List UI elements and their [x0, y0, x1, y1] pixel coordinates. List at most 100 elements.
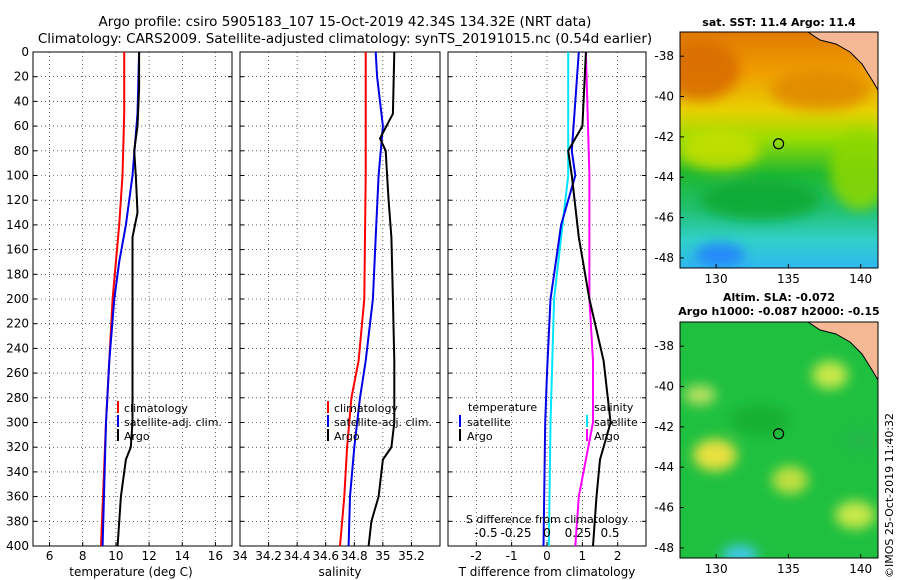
- s-tick-label: -0.5: [474, 526, 497, 540]
- x-tick-label: 0: [543, 549, 551, 563]
- x-tick-label: 1: [579, 549, 587, 563]
- s-tick-label: 0.5: [600, 526, 619, 540]
- y-tick-label: 260: [6, 366, 29, 380]
- y-tick-label: -48: [654, 541, 674, 555]
- legend-label-t-satellite: satellite: [467, 416, 511, 429]
- x-tick-label: 2: [614, 549, 622, 563]
- y-tick-label: -46: [654, 211, 674, 225]
- y-tick-label: 280: [6, 391, 29, 405]
- x-tick-label: 34: [232, 549, 247, 563]
- y-tick-label: -44: [654, 460, 674, 474]
- x-tick-label: 140: [849, 272, 872, 286]
- x-tick-label: 8: [79, 549, 87, 563]
- y-tick-label: 300: [6, 416, 29, 430]
- s-difference-ticks: -0.5 -0.25 0 0.25 0.5: [474, 526, 619, 540]
- legend-label-s-argo: Argo: [594, 430, 620, 443]
- y-tick-label: -42: [654, 420, 674, 434]
- difference-xlabel-top: S difference from climatology: [466, 513, 629, 526]
- x-tick-label: 34.8: [341, 549, 368, 563]
- salinity-legend: climatology satellite-adj. clim. Argo: [327, 401, 432, 443]
- legend-label-argo: Argo: [124, 430, 150, 443]
- y-tick-label: 360: [6, 490, 29, 504]
- s-tick-label: 0.25: [565, 526, 592, 540]
- series-satellite-adj-clim-: [347, 51, 384, 547]
- series-argo: [367, 51, 396, 547]
- y-tick-label: -40: [654, 90, 674, 104]
- sla-map-title: Altim. SLA: -0.072: [723, 291, 835, 304]
- x-tick-label: -1: [506, 549, 518, 563]
- argo-location-marker: [772, 138, 785, 150]
- x-tick-label: 135: [777, 562, 800, 576]
- x-tick-label: 10: [108, 549, 123, 563]
- x-tick-label: 135: [777, 272, 800, 286]
- y-tick-label: 400: [6, 539, 29, 553]
- y-tick-label: 80: [14, 144, 29, 158]
- legend-label-t-argo: Argo: [467, 430, 493, 443]
- y-tick-label: -42: [654, 130, 674, 144]
- y-tick-label: 340: [6, 465, 29, 479]
- temperature-legend: climatology satellite-adj. clim. Argo: [117, 401, 222, 443]
- series-s-satellite: [574, 51, 594, 547]
- y-tick-label: 320: [6, 440, 29, 454]
- x-tick-label: 14: [175, 549, 190, 563]
- salinity-xlabel: salinity: [318, 565, 361, 579]
- y-tick-label: 180: [6, 267, 29, 281]
- y-tick-label: 20: [14, 70, 29, 84]
- series-s-argo: [567, 51, 612, 547]
- sst-map-frame: [679, 31, 879, 269]
- title-line-1: Argo profile: csiro 5905183_107 15-Oct-2…: [99, 14, 592, 30]
- sla-map-frame: [679, 321, 879, 559]
- y-tick-label: 120: [6, 193, 29, 207]
- legend-label-climatology: climatology: [124, 402, 188, 415]
- temperature-xlabel: temperature (deg C): [69, 565, 192, 579]
- temperature-panel: 0 20 40 60 80 100 120 140 160 180 200 220 240 260 280 3…: [6, 45, 233, 563]
- series-climatology: [339, 52, 367, 547]
- sla-map-subtitle: Argo h1000: -0.087 h2000: -0.15: [678, 305, 879, 318]
- y-tick-label: 40: [14, 94, 29, 108]
- difference-panel: -2 -1 0 1 2: [447, 51, 647, 563]
- y-tick-label: -46: [654, 501, 674, 515]
- x-tick-label: 140: [849, 562, 872, 576]
- x-tick-label: 34.2: [255, 549, 282, 563]
- y-tick-label: 240: [6, 341, 29, 355]
- x-tick-label: 16: [208, 549, 223, 563]
- s-tick-label: -0.25: [500, 526, 531, 540]
- x-tick-label: 6: [46, 549, 54, 563]
- y-tick-label: 200: [6, 292, 29, 306]
- x-tick-label: 35: [375, 549, 390, 563]
- y-tick-label: 0: [21, 45, 29, 59]
- x-tick-label: 130: [705, 562, 728, 576]
- y-tick-label: -40: [654, 380, 674, 394]
- y-tick-label: -44: [654, 170, 674, 184]
- x-tick-label: 34.4: [284, 549, 311, 563]
- legend-label-climatology: climatology: [334, 402, 398, 415]
- legend-header-salinity: salinity: [594, 401, 634, 414]
- sst-map-title: sat. SST: 11.4 Argo: 11.4: [702, 16, 856, 29]
- difference-xlabel: T difference from climatology: [458, 565, 636, 579]
- legend-label-argo: Argo: [334, 430, 360, 443]
- y-tick-label: 220: [6, 317, 29, 331]
- sla-map-axes: 130 135 140 -38 -40 -42 -44 -46 -48: [654, 339, 872, 576]
- y-tick-label: -38: [654, 339, 674, 353]
- y-tick-label: -48: [654, 251, 674, 265]
- x-tick-label: 12: [141, 549, 156, 563]
- s-tick-label: 0: [543, 526, 551, 540]
- legend-label-satellite: satellite-adj. clim.: [334, 416, 432, 429]
- x-tick-label: 34.6: [312, 549, 339, 563]
- y-tick-label: 60: [14, 119, 29, 133]
- title-line-2: Climatology: CARS2009. Satellite-adjuste…: [38, 31, 652, 47]
- y-tick-label: 100: [6, 169, 29, 183]
- legend-label-s-satellite: satellite: [594, 416, 638, 429]
- y-tick-label: 160: [6, 243, 29, 257]
- imos-credit: ©IMOS 25-Oct-2019 11:40:32: [883, 413, 896, 578]
- sla-map: Altim. SLA: -0.072 Argo h1000: -0.087 h2…: [654, 291, 879, 576]
- y-tick-label: 380: [6, 514, 29, 528]
- legend-label-satellite: satellite-adj. clim.: [124, 416, 222, 429]
- australia-coast: [807, 322, 878, 381]
- australia-coast: [807, 32, 878, 91]
- argo-location-marker: [772, 428, 785, 440]
- x-tick-label: 130: [705, 272, 728, 286]
- series-t-argo: [542, 51, 580, 547]
- sst-map-axes: 130 135 140 -38 -40 -42 -44 -46 -48: [654, 49, 872, 286]
